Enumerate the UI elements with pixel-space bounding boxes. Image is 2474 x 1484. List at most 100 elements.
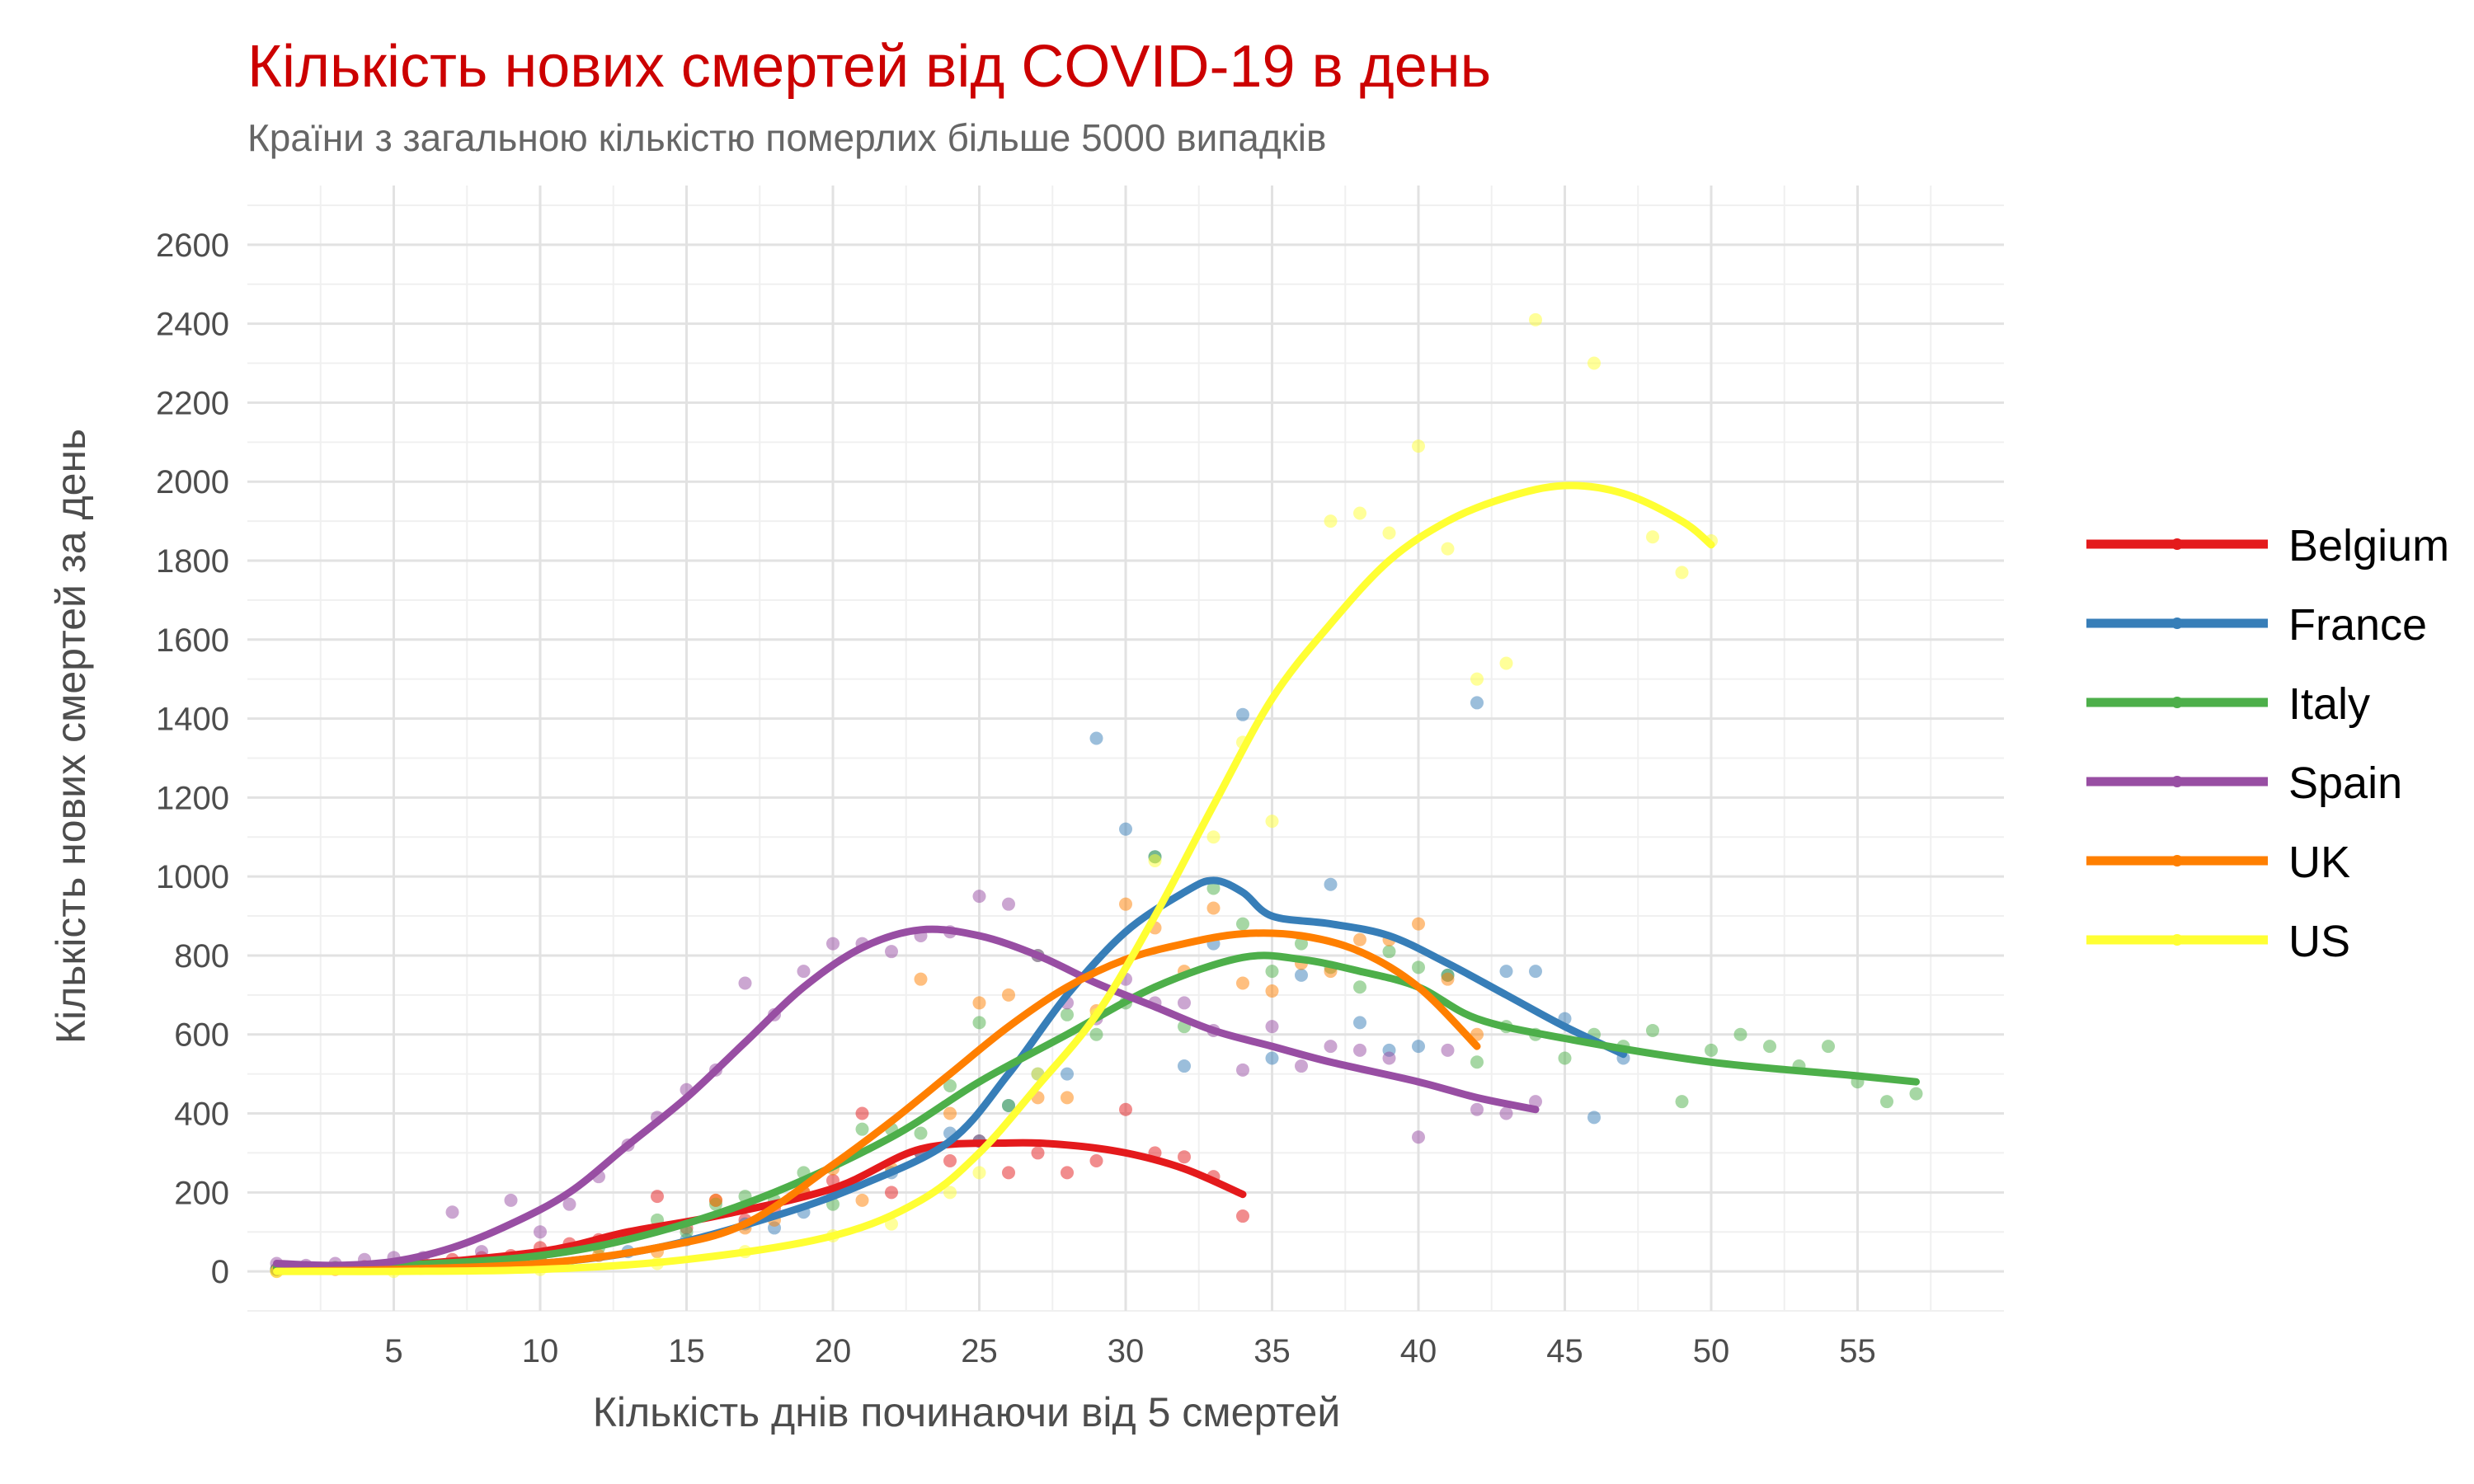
smooth-lines <box>273 481 1920 1275</box>
data-point-belgium <box>1031 1146 1045 1160</box>
x-tick-label: 35 <box>1253 1333 1291 1369</box>
legend-key-point <box>2171 855 2183 866</box>
data-point-us <box>1382 526 1396 540</box>
data-point-italy <box>1558 1051 1572 1065</box>
series-line-spain <box>273 925 1540 1270</box>
data-point-us <box>1646 530 1659 544</box>
data-point-belgium <box>1002 1166 1015 1180</box>
x-tick-label: 30 <box>1108 1333 1145 1369</box>
legend-label-spain: Spain <box>2288 758 2402 808</box>
data-point-france <box>1587 1111 1601 1125</box>
data-point-france <box>1499 965 1513 979</box>
x-tick-label: 5 <box>384 1333 402 1369</box>
data-point-spain <box>1236 1063 1249 1077</box>
data-point-spain <box>826 937 840 951</box>
chart-title: Кількість нових смертей від COVID-19 в д… <box>247 34 1492 100</box>
chart-subtitle: Країни з загальною кількістю померлих бі… <box>247 116 1327 159</box>
data-point-spain <box>534 1225 547 1239</box>
data-point-spain <box>1529 1095 1542 1109</box>
legend-key-point <box>2171 538 2183 550</box>
data-point-uk <box>1119 897 1132 911</box>
data-point-belgium <box>1178 1150 1191 1164</box>
data-point-spain <box>1002 897 1015 911</box>
x-tick-label: 50 <box>1693 1333 1730 1369</box>
y-tick-label: 1800 <box>156 543 229 580</box>
legend-label-us: US <box>2288 917 2350 966</box>
data-point-spain <box>1353 1043 1366 1057</box>
data-point-spain <box>1382 1051 1396 1065</box>
data-point-france <box>1119 822 1132 836</box>
data-point-us <box>1206 830 1221 844</box>
legend-label-uk: UK <box>2288 838 2350 887</box>
data-point-uk <box>1353 932 1366 946</box>
data-point-belgium <box>885 1186 898 1200</box>
data-point-spain <box>1178 996 1191 1010</box>
legend-label-france: France <box>2288 600 2427 650</box>
data-point-uk <box>972 996 986 1010</box>
x-axis-ticks: 5 10 15 20 25 30 35 40 45 50 55 <box>384 1333 1875 1369</box>
y-tick-label: 1200 <box>156 780 229 816</box>
x-tick-label: 15 <box>668 1333 705 1369</box>
data-point-us <box>1529 312 1542 326</box>
data-point-france <box>1236 707 1249 721</box>
legend: Belgium France Italy Spain UK US <box>2086 521 2449 966</box>
data-point-uk <box>1002 988 1015 1002</box>
data-point-spain <box>1412 1130 1425 1144</box>
data-point-france <box>1265 1051 1279 1065</box>
data-point-italy <box>972 1016 986 1030</box>
y-tick-label: 2000 <box>156 464 229 500</box>
data-point-france <box>1295 968 1308 982</box>
data-point-spain <box>1441 1043 1455 1057</box>
data-point-italy <box>1880 1095 1893 1109</box>
y-axis-label: Кількість нових смертей за день <box>48 429 94 1044</box>
data-point-france <box>1061 1067 1074 1081</box>
series-line-us <box>273 481 1715 1275</box>
y-tick-label: 600 <box>174 1017 229 1054</box>
data-point-belgium <box>1119 1102 1132 1116</box>
data-point-spain <box>1295 1059 1308 1073</box>
data-point-belgium <box>1236 1209 1249 1223</box>
y-tick-label: 1600 <box>156 622 229 659</box>
data-point-france <box>1529 965 1542 979</box>
data-point-france <box>1412 1040 1425 1054</box>
data-point-spain <box>445 1205 459 1219</box>
x-tick-label: 40 <box>1400 1333 1437 1369</box>
data-point-uk <box>914 972 928 986</box>
legend-label-belgium: Belgium <box>2288 521 2449 571</box>
data-point-italy <box>1382 945 1396 959</box>
data-point-france <box>1089 731 1103 745</box>
y-tick-label: 400 <box>174 1097 229 1133</box>
data-point-belgium <box>1061 1166 1074 1180</box>
x-tick-label: 55 <box>1839 1333 1876 1369</box>
data-point-italy <box>1295 937 1308 951</box>
series-line-uk <box>273 929 1481 1275</box>
series-line-italy <box>273 951 1920 1271</box>
data-point-italy <box>1002 1098 1015 1112</box>
data-point-italy <box>1733 1027 1747 1041</box>
data-point-us <box>1470 672 1484 686</box>
data-point-uk <box>1441 972 1455 986</box>
data-point-italy <box>1675 1095 1689 1109</box>
data-point-italy <box>1236 917 1249 931</box>
data-point-spain <box>1470 1102 1484 1116</box>
y-tick-label: 2600 <box>156 228 229 264</box>
data-point-italy <box>1909 1087 1923 1101</box>
y-tick-label: 800 <box>174 938 229 974</box>
data-point-uk <box>1265 984 1279 998</box>
legend-key-point <box>2171 934 2183 946</box>
x-tick-label: 20 <box>815 1333 852 1369</box>
y-tick-label: 200 <box>174 1175 229 1211</box>
data-point-belgium <box>651 1190 664 1204</box>
data-point-france <box>1178 1059 1191 1073</box>
data-point-uk <box>943 1106 957 1120</box>
y-tick-label: 1400 <box>156 702 229 738</box>
data-point-belgium <box>1089 1154 1103 1167</box>
data-point-italy <box>1470 1055 1484 1069</box>
data-point-spain <box>1499 1106 1513 1120</box>
data-point-italy <box>1353 980 1366 994</box>
legend-key-point <box>2171 776 2183 787</box>
data-point-italy <box>1089 1027 1103 1041</box>
data-point-us <box>1499 656 1513 670</box>
data-point-france <box>1470 696 1484 710</box>
